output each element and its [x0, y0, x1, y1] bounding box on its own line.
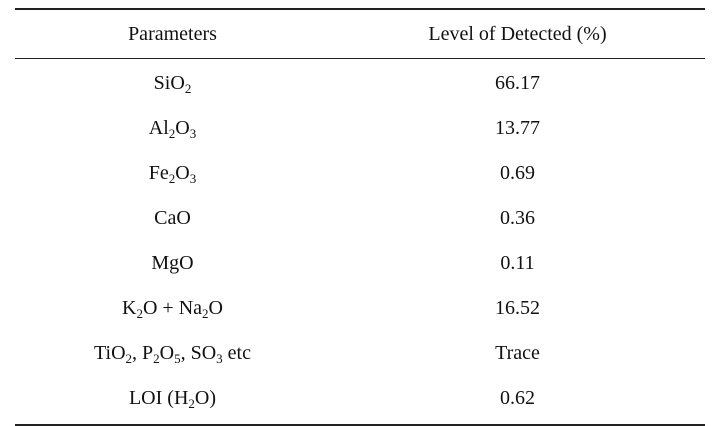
level-cell: 66.17	[495, 72, 540, 94]
parameter-subscript: 2	[136, 306, 143, 321]
parameter-text: O + Na	[142, 297, 203, 319]
parameter-cell: Al2O3	[15, 117, 330, 140]
parameter-subscript: 2	[168, 171, 176, 186]
parameter-text: O	[175, 117, 190, 139]
parameter-subscript: 2	[202, 306, 209, 321]
table-row: Fe2O3 0.69	[15, 151, 705, 196]
parameter-text: Si	[153, 72, 171, 94]
parameter-subscript: 3	[216, 351, 223, 366]
parameter-text: etc	[222, 342, 251, 364]
top-rule	[15, 8, 705, 10]
composition-table: Parameters Level of Detected (%) SiO2 66.…	[15, 8, 705, 426]
parameter-text: O)	[194, 387, 217, 409]
parameter-text: Al	[148, 117, 169, 139]
level-cell: 0.69	[500, 162, 535, 184]
parameter-subscript: 2	[188, 396, 195, 411]
parameter-cell: K2O + Na2O	[15, 297, 330, 320]
parameter-cell: Fe2O3	[15, 162, 330, 185]
parameter-subscript: 2	[125, 351, 133, 366]
parameter-subscript: 2	[184, 81, 192, 96]
level-cell: 13.77	[495, 117, 540, 139]
parameter-subscript: 2	[153, 351, 160, 366]
parameter-text: CaO	[154, 207, 191, 229]
parameter-text: , P	[132, 342, 154, 364]
parameter-text: MgO	[151, 252, 194, 274]
parameter-cell: CaO	[15, 207, 330, 230]
parameter-cell: TiO2, P2O5, SO3 etc	[15, 342, 330, 365]
parameter-text: K	[122, 297, 137, 319]
table-row: CaO 0.36	[15, 196, 705, 241]
parameter-cell: SiO2	[15, 72, 330, 95]
level-cell: 0.11	[500, 252, 535, 274]
parameter-subscript: 2	[168, 126, 176, 141]
table-row: LOI (H2O) 0.62	[15, 376, 705, 421]
parameter-text: TiO	[94, 342, 126, 364]
level-cell: Trace	[495, 342, 540, 364]
parameter-text: , SO	[180, 342, 217, 364]
level-cell: 0.36	[500, 207, 535, 229]
level-cell: 0.62	[500, 387, 535, 409]
parameter-text: O	[170, 72, 185, 94]
parameter-text: O	[159, 342, 175, 364]
table-body: SiO2 66.17 Al2O3 13.77 Fe2O3 0.69 CaO 0.36 MgO 0.…	[15, 59, 705, 424]
header-row: Parameters Level of Detected (%)	[15, 10, 705, 58]
parameter-subscript: 5	[174, 351, 181, 366]
parameter-cell: LOI (H2O)	[15, 387, 330, 410]
table-row: TiO2, P2O5, SO3 etc Trace	[15, 331, 705, 376]
table-row: SiO2 66.17	[15, 61, 705, 106]
parameter-subscript: 3	[189, 126, 197, 141]
parameter-subscript: 3	[189, 171, 197, 186]
parameter-text: LOI (H	[128, 387, 189, 409]
parameter-cell: MgO	[15, 252, 330, 275]
parameter-text: O	[208, 297, 223, 319]
level-cell: 16.52	[495, 297, 540, 319]
table-row: MgO 0.11	[15, 241, 705, 286]
header-level-detected: Level of Detected (%)	[428, 22, 607, 45]
header-rule	[15, 58, 705, 59]
table-row: Al2O3 13.77	[15, 106, 705, 151]
parameter-text: Fe	[148, 162, 169, 184]
table-row: K2O + Na2O 16.52	[15, 286, 705, 331]
parameter-text: O	[175, 162, 190, 184]
header-parameters: Parameters	[128, 22, 217, 45]
